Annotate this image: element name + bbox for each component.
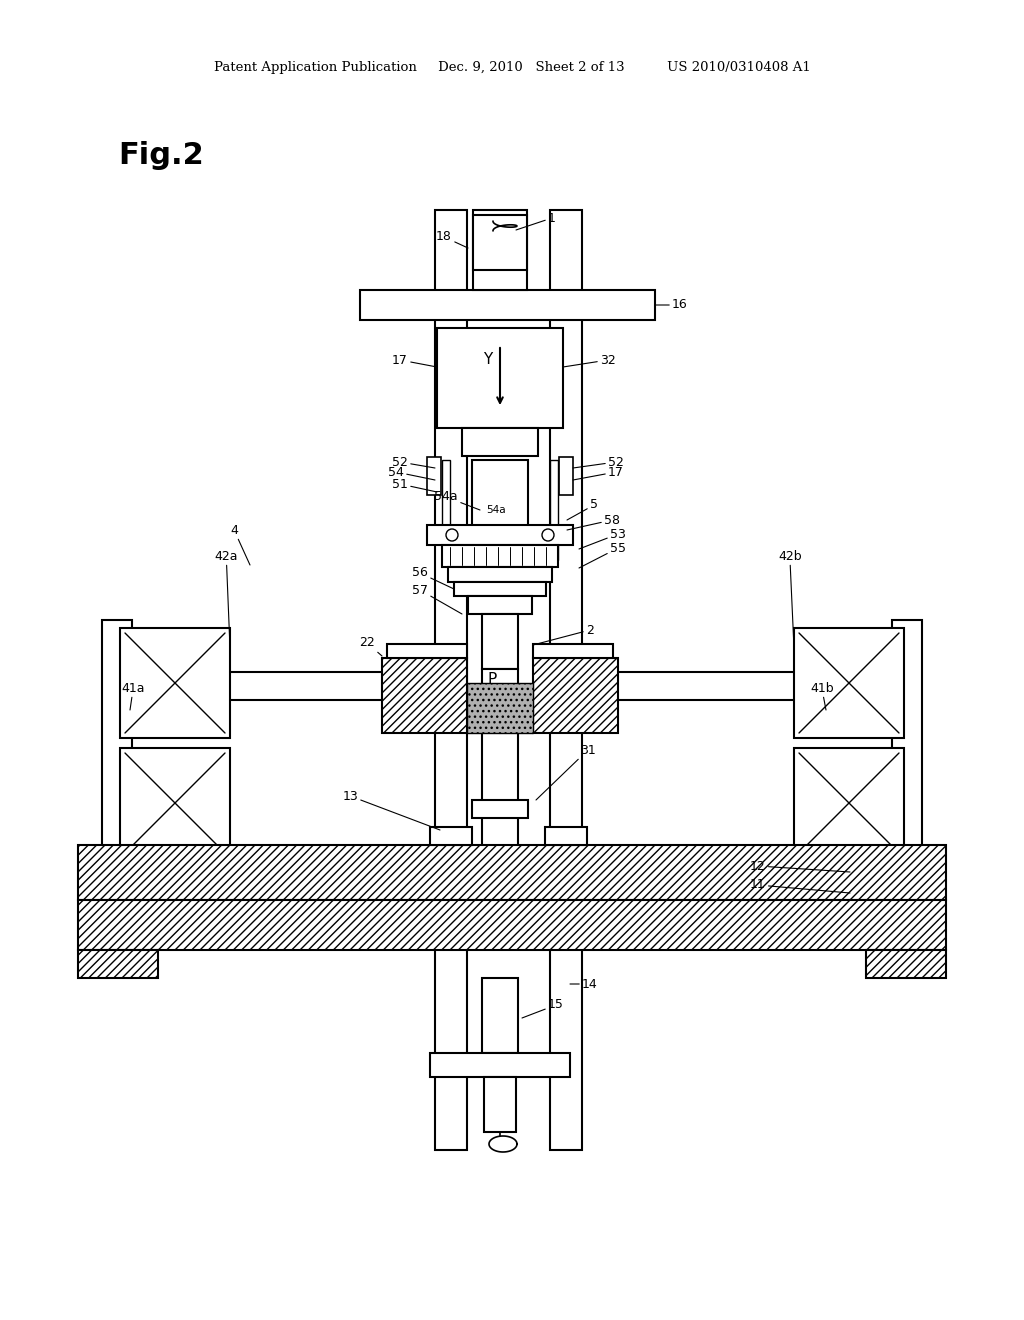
Bar: [454, 582, 546, 597]
Text: 4: 4: [230, 524, 250, 565]
Text: 12: 12: [750, 859, 850, 873]
Text: 5: 5: [567, 499, 598, 520]
Bar: [534, 657, 618, 733]
Bar: [473, 215, 527, 271]
Text: 54a: 54a: [434, 491, 480, 510]
Text: Patent Application Publication     Dec. 9, 2010   Sheet 2 of 13          US 2010: Patent Application Publication Dec. 9, 2…: [214, 62, 810, 74]
Bar: [387, 644, 467, 657]
Text: 52: 52: [392, 455, 435, 469]
Bar: [467, 682, 534, 733]
Text: 57: 57: [412, 583, 462, 614]
Text: 54a: 54a: [486, 506, 506, 515]
Text: 41b: 41b: [810, 681, 834, 710]
Text: 13: 13: [342, 789, 440, 830]
Bar: [78, 845, 946, 900]
Text: 1: 1: [516, 211, 556, 230]
Text: 58: 58: [567, 513, 620, 531]
Bar: [866, 950, 946, 978]
Bar: [435, 210, 467, 1150]
Text: 54: 54: [388, 466, 435, 480]
Bar: [427, 457, 441, 495]
Bar: [442, 459, 450, 560]
Bar: [427, 525, 573, 545]
Text: 42a: 42a: [214, 549, 238, 648]
Bar: [78, 950, 158, 978]
Bar: [892, 620, 922, 880]
Bar: [102, 620, 132, 880]
Bar: [437, 327, 563, 428]
Text: 17: 17: [573, 466, 624, 480]
Bar: [482, 614, 518, 669]
Text: 52: 52: [573, 455, 624, 469]
Bar: [550, 459, 558, 560]
Bar: [430, 1053, 570, 1077]
Bar: [794, 748, 904, 858]
Bar: [794, 628, 904, 738]
Text: 14: 14: [570, 978, 598, 990]
Bar: [360, 290, 655, 319]
Text: 17: 17: [392, 354, 437, 367]
Text: 11: 11: [750, 879, 850, 894]
Text: 2: 2: [534, 623, 594, 645]
Text: 18: 18: [436, 231, 468, 248]
Bar: [545, 828, 587, 845]
Bar: [78, 900, 946, 950]
Bar: [449, 568, 552, 582]
Bar: [442, 545, 558, 568]
Bar: [473, 210, 527, 290]
Text: 16: 16: [655, 298, 688, 312]
Bar: [559, 457, 573, 495]
Bar: [430, 828, 472, 845]
Text: 51: 51: [392, 478, 437, 492]
Text: 32: 32: [563, 354, 615, 367]
Bar: [550, 210, 582, 1150]
Text: Fig.2: Fig.2: [118, 140, 204, 169]
Text: P: P: [487, 672, 497, 688]
Text: 15: 15: [522, 998, 564, 1018]
Bar: [482, 978, 518, 1053]
Bar: [484, 1077, 516, 1133]
Bar: [382, 657, 467, 733]
Bar: [472, 800, 528, 818]
Text: 55: 55: [579, 541, 626, 568]
Bar: [120, 748, 230, 858]
Text: 53: 53: [579, 528, 626, 549]
Bar: [534, 644, 613, 657]
Bar: [120, 628, 230, 738]
Bar: [468, 597, 532, 614]
Text: 22: 22: [359, 636, 382, 656]
Text: 41a: 41a: [122, 681, 145, 710]
Bar: [482, 669, 518, 869]
Text: 31: 31: [536, 743, 596, 800]
Bar: [472, 459, 528, 554]
Bar: [462, 428, 538, 455]
Text: 42b: 42b: [778, 549, 802, 648]
Text: Y: Y: [483, 352, 493, 367]
Text: 56: 56: [412, 566, 454, 589]
